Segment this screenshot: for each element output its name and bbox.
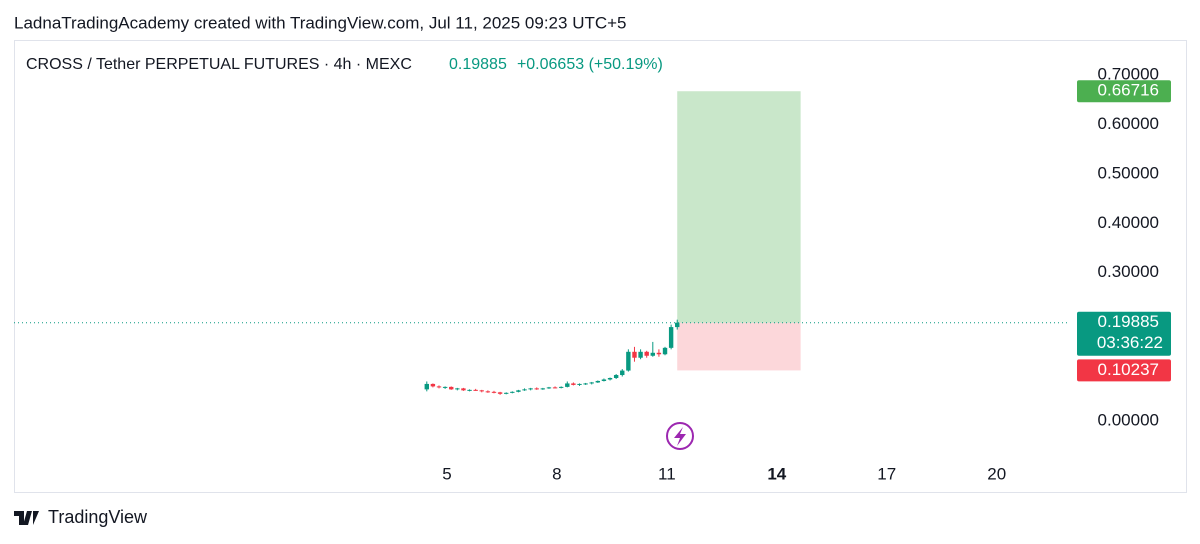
y-tick-label: 0.70000: [1098, 64, 1159, 83]
target-label: 0.66716: [1098, 81, 1159, 100]
candle-body: [510, 391, 515, 393]
candle-body: [650, 352, 656, 356]
x-tick-label: 8: [552, 464, 561, 483]
attribution: LadnaTradingAcademy created with Trading…: [14, 13, 627, 32]
footer-text: TradingView: [48, 507, 148, 527]
x-tick-label: 17: [877, 464, 896, 483]
candle-body: [485, 391, 491, 393]
target-label-box: [1077, 80, 1171, 103]
legend-price: 0.19885: [449, 56, 507, 73]
candle-body: [473, 389, 478, 391]
candle-body: [638, 351, 643, 358]
candle-body: [595, 380, 601, 383]
stop-zone: [677, 322, 801, 371]
candle-body: [491, 391, 497, 393]
candle-body: [607, 377, 613, 380]
candle-body: [558, 386, 564, 388]
candle-body: [668, 327, 674, 348]
x-tick-label: 11: [658, 464, 676, 483]
candle-body: [626, 351, 631, 371]
y-tick-label: 0.50000: [1098, 163, 1159, 182]
lightning-icon: [666, 422, 694, 450]
candle-body: [620, 370, 625, 376]
stop-label-box: [1077, 359, 1171, 382]
candle-body: [632, 351, 637, 358]
candle-body: [565, 383, 570, 387]
footer-logo: [14, 511, 39, 525]
candle-body: [613, 375, 619, 378]
x-tick-label: 5: [442, 464, 451, 483]
candle-body: [442, 386, 448, 388]
candle-body: [552, 387, 558, 389]
candle-body: [583, 383, 588, 385]
candle-body: [424, 383, 429, 390]
candle-body: [662, 347, 668, 355]
candle-body: [546, 387, 552, 389]
candle-body: [540, 388, 546, 390]
last-price-label-box: [1077, 311, 1171, 356]
candle-body: [644, 351, 649, 356]
candle-body: [449, 386, 454, 390]
y-tick-label: 0.30000: [1098, 262, 1159, 281]
candle-body: [479, 390, 484, 392]
target-zone: [677, 91, 801, 323]
y-tick-label: 0.40000: [1098, 213, 1159, 232]
candle-body: [455, 388, 460, 390]
y-tick-label: 0.60000: [1098, 114, 1159, 133]
countdown: 03:36:22: [1097, 333, 1163, 352]
candle-body: [430, 383, 436, 387]
candle-body: [656, 352, 662, 355]
chart-frame: [14, 40, 1187, 493]
candle-body: [467, 389, 472, 391]
candle-body: [675, 322, 680, 328]
y-tick-label: 0.00000: [1098, 410, 1159, 429]
candle-body: [589, 382, 594, 384]
candle-body: [534, 388, 539, 390]
candle-body: [461, 388, 466, 391]
x-tick-label: 14: [767, 464, 786, 483]
candle-body: [436, 386, 442, 388]
candle-body: [571, 383, 576, 385]
candle-body: [504, 392, 509, 394]
stop-label: 0.10237: [1098, 360, 1159, 379]
candle-body: [601, 379, 607, 381]
legend-change: +0.06653 (+50.19%): [517, 56, 663, 73]
candle-body: [577, 383, 582, 385]
candle-body: [528, 388, 533, 390]
chart-title: CROSS / Tether PERPETUAL FUTURES · 4h · …: [26, 56, 412, 73]
candle-body: [497, 392, 503, 394]
x-tick-label: 20: [987, 464, 1006, 483]
candle-body: [516, 390, 521, 392]
candle-body: [522, 389, 527, 391]
last-price-label: 0.19885: [1098, 312, 1159, 331]
